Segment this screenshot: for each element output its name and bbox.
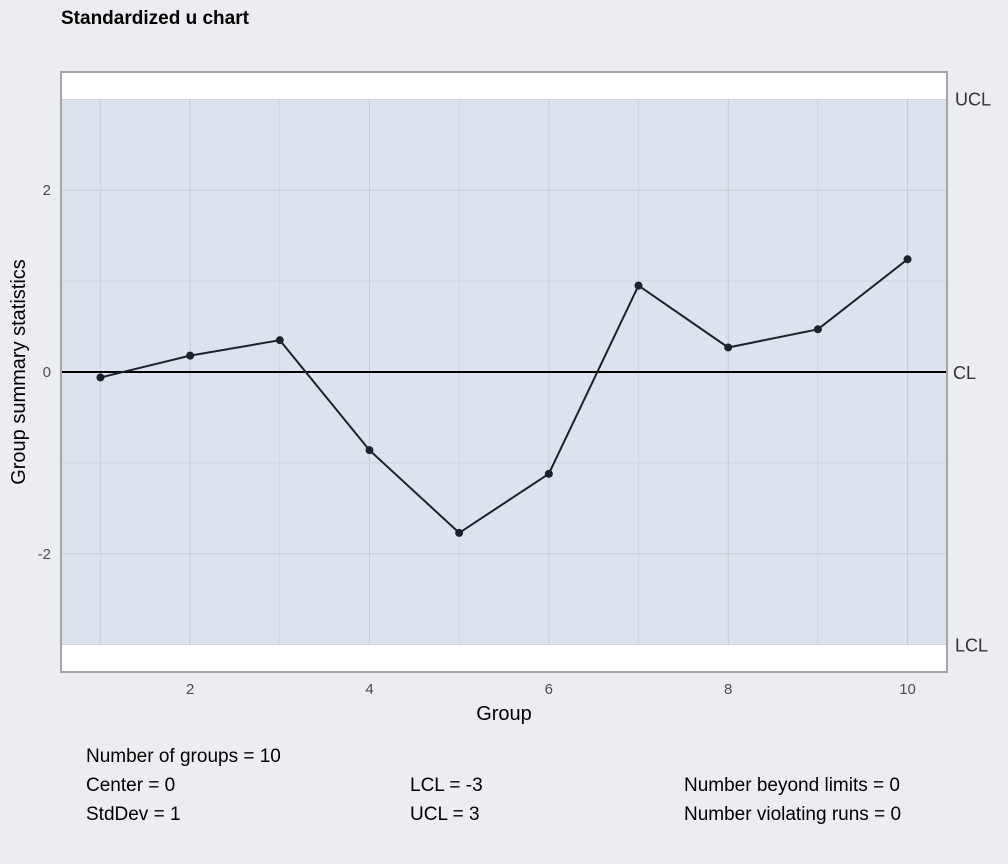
x-tick-labels: 2 4 6 8 10 — [186, 681, 916, 698]
y-tick-labels: -2 0 2 — [38, 182, 51, 563]
series-line — [100, 258, 909, 535]
data-point — [634, 281, 643, 290]
series-group — [96, 255, 912, 537]
data-point — [455, 528, 464, 537]
y-tick-label: -2 — [38, 546, 51, 563]
chart-title: Standardized u chart — [61, 8, 250, 29]
x-tick-label: 6 — [545, 681, 553, 698]
data-point — [186, 351, 195, 360]
data-point — [903, 255, 912, 264]
data-point — [813, 325, 822, 334]
data-point — [275, 336, 284, 345]
ucl-label: UCL — [955, 89, 991, 109]
x-tick-label: 2 — [186, 681, 194, 698]
cl-label: CL — [953, 363, 976, 383]
plot-frame — [60, 71, 948, 673]
data-point — [544, 469, 553, 478]
limit-labels: UCL CL LCL — [953, 89, 991, 655]
data-point — [724, 343, 733, 352]
x-tick-label: 4 — [365, 681, 373, 698]
y-tick-label: 2 — [43, 182, 51, 199]
y-tick-label: 0 — [43, 364, 51, 381]
data-point — [96, 373, 105, 382]
y-axis-title: Group summary statistics — [8, 259, 30, 485]
lcl-label: LCL — [955, 636, 988, 656]
plot-frame-group — [60, 71, 948, 673]
data-point — [365, 446, 374, 455]
x-tick-label: 8 — [724, 681, 732, 698]
x-axis-title: Group — [476, 703, 532, 725]
x-tick-label: 10 — [899, 681, 916, 698]
